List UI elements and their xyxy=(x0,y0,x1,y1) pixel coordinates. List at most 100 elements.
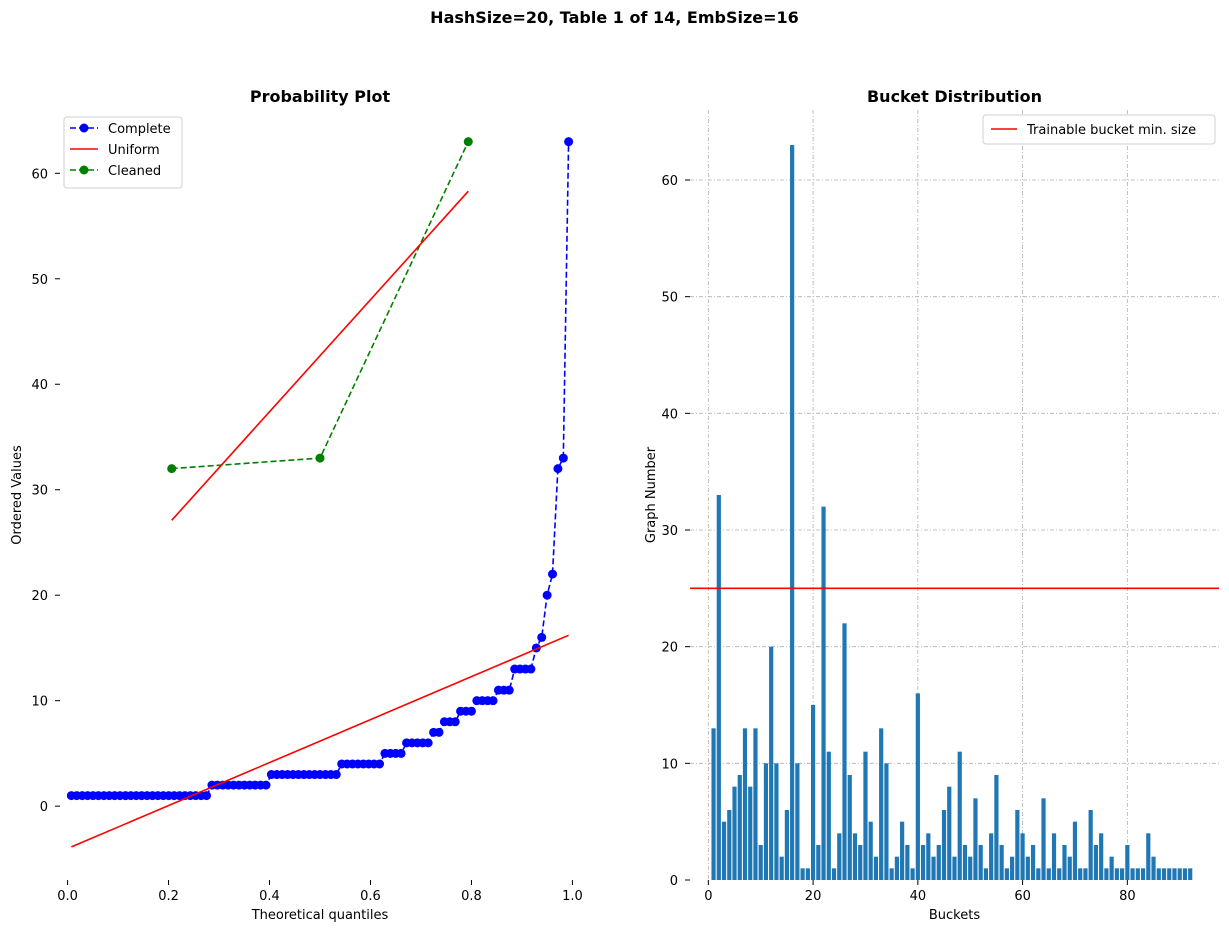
bar xyxy=(1083,868,1088,880)
bar xyxy=(868,821,873,880)
bar xyxy=(936,845,941,880)
x-tick-label: 0.6 xyxy=(360,889,381,904)
bar xyxy=(858,845,863,880)
y-tick-label: 10 xyxy=(661,757,678,772)
x-tick-label: 0 xyxy=(704,889,712,904)
bar xyxy=(795,763,800,880)
bar xyxy=(727,810,732,880)
x-tick-label: 60 xyxy=(1014,889,1031,904)
data-point xyxy=(434,727,444,737)
bar xyxy=(915,693,920,880)
data-point xyxy=(548,569,558,579)
y-tick-label: 60 xyxy=(661,174,678,189)
bar xyxy=(1041,798,1046,880)
legend-marker xyxy=(79,165,89,175)
x-axis-label: Buckets xyxy=(929,908,980,923)
bar xyxy=(816,845,821,880)
bar xyxy=(1156,868,1161,880)
y-tick-label: 40 xyxy=(661,407,678,422)
bar xyxy=(1004,868,1009,880)
data-point xyxy=(542,590,552,600)
bar xyxy=(826,751,831,880)
bar xyxy=(1025,856,1030,880)
x-tick-label: 20 xyxy=(805,889,822,904)
bar xyxy=(784,810,789,880)
figure-title: HashSize=20, Table 1 of 14, EmbSize=16 xyxy=(430,8,799,27)
bar xyxy=(842,623,847,880)
x-tick-label: 80 xyxy=(1119,889,1136,904)
data-point xyxy=(167,464,177,474)
data-point xyxy=(564,137,574,147)
bar xyxy=(1130,868,1135,880)
bar xyxy=(831,868,837,880)
bar xyxy=(779,856,784,880)
bar xyxy=(1146,833,1151,880)
bar xyxy=(1093,845,1099,880)
data-point xyxy=(553,464,563,474)
bar xyxy=(1051,833,1057,880)
bar xyxy=(769,646,774,880)
bar xyxy=(1010,856,1015,880)
y-tick-label: 50 xyxy=(661,291,678,306)
bar xyxy=(1088,810,1093,880)
bar xyxy=(863,751,868,880)
bar xyxy=(873,856,879,880)
y-tick-label: 20 xyxy=(31,589,48,604)
bar xyxy=(999,845,1004,880)
x-tick-label: 0.4 xyxy=(259,889,280,904)
bar xyxy=(941,810,947,880)
bar xyxy=(952,856,957,880)
data-point xyxy=(450,717,460,727)
legend-label: Cleaned xyxy=(108,164,161,179)
bucket-distribution-title: Bucket Distribution xyxy=(867,87,1042,106)
legend: Complete Uniform Cleaned xyxy=(63,116,183,189)
bar xyxy=(1099,833,1104,880)
y-axis-label: Ordered Values xyxy=(10,445,25,545)
data-point xyxy=(526,664,536,674)
bar xyxy=(711,728,716,880)
data-point xyxy=(488,696,498,706)
bar xyxy=(1046,868,1051,880)
bar xyxy=(983,868,989,880)
bar xyxy=(989,833,994,880)
bar xyxy=(910,868,915,880)
y-tick-label: 10 xyxy=(31,695,48,710)
data-point xyxy=(423,738,433,748)
y-tick-label: 40 xyxy=(31,378,48,393)
bar xyxy=(847,775,852,880)
bar xyxy=(968,856,973,880)
y-tick-label: 30 xyxy=(661,524,678,539)
bar xyxy=(1072,821,1078,880)
bar xyxy=(1109,856,1114,880)
bar xyxy=(1161,868,1167,880)
bar xyxy=(737,775,742,880)
legend-label: Complete xyxy=(108,122,171,137)
bar xyxy=(805,868,810,880)
y-axis-label: Graph Number xyxy=(644,446,659,543)
bar xyxy=(1078,868,1083,880)
bar xyxy=(1020,833,1025,880)
bar xyxy=(926,833,931,880)
bar xyxy=(742,728,748,880)
bar xyxy=(1015,810,1020,880)
bar xyxy=(920,845,926,880)
bar xyxy=(753,728,758,880)
series-line xyxy=(171,190,469,521)
legend-marker xyxy=(79,123,89,133)
bar xyxy=(774,763,779,880)
bar xyxy=(1188,868,1193,880)
bar xyxy=(790,145,795,880)
data-point xyxy=(537,632,547,642)
probability-plot: Probability Plot 0.0 0.2 0.4 0.6 0.8 1.0 0 10 20 3… xyxy=(10,87,583,923)
data-point xyxy=(375,759,385,769)
y-tick-label: 0 xyxy=(670,874,678,889)
bar xyxy=(1125,845,1130,880)
y-tick-label: 60 xyxy=(31,167,48,182)
bar xyxy=(1167,868,1172,880)
legend: Trainable bucket min. size xyxy=(982,114,1216,145)
series-line xyxy=(171,141,470,470)
data-point xyxy=(261,780,271,790)
bar xyxy=(800,868,805,880)
bar xyxy=(763,763,769,880)
legend-label: Uniform xyxy=(108,143,160,158)
